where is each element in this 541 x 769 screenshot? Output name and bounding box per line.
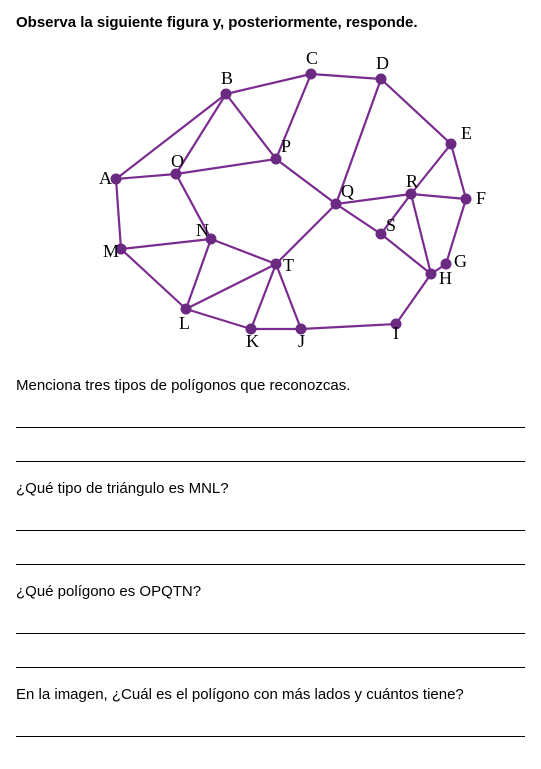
- answer-line: [16, 545, 525, 565]
- node-S: [375, 229, 386, 240]
- node-label-M: M: [103, 241, 119, 261]
- node-label-P: P: [281, 136, 291, 156]
- question-4-text: En la imagen, ¿Cuál es el polígono con m…: [16, 686, 525, 703]
- node-F: [460, 194, 471, 205]
- node-E: [445, 139, 456, 150]
- edge-B-P: [226, 94, 276, 159]
- question-1-block: Menciona tres tipos de polígonos que rec…: [16, 377, 525, 462]
- question-3-text: ¿Qué polígono es OPQTN?: [16, 583, 525, 600]
- node-label-H: H: [439, 268, 452, 288]
- node-label-N: N: [196, 220, 209, 240]
- node-label-E: E: [461, 123, 472, 143]
- node-Q: [330, 199, 341, 210]
- answer-line: [16, 408, 525, 428]
- edge-P-Q: [276, 159, 336, 204]
- node-label-C: C: [306, 48, 318, 68]
- edge-N-T: [211, 239, 276, 264]
- node-label-G: G: [454, 251, 467, 271]
- question-1-text: Menciona tres tipos de polígonos que rec…: [16, 377, 525, 394]
- edge-A-M: [116, 179, 121, 249]
- node-A: [110, 174, 121, 185]
- node-label-Q: Q: [341, 181, 354, 201]
- edge-E-F: [451, 144, 466, 199]
- question-3-block: ¿Qué polígono es OPQTN?: [16, 583, 525, 668]
- node-C: [305, 69, 316, 80]
- node-label-F: F: [476, 188, 486, 208]
- edge-B-C: [226, 74, 311, 94]
- edge-A-O: [116, 174, 176, 179]
- instruction-title: Observa la siguiente figura y, posterior…: [16, 14, 525, 31]
- node-label-D: D: [376, 53, 389, 73]
- edge-M-L: [121, 249, 186, 309]
- node-label-O: O: [171, 151, 184, 171]
- node-label-T: T: [283, 255, 294, 275]
- answer-line: [16, 442, 525, 462]
- answer-line: [16, 614, 525, 634]
- node-label-R: R: [406, 171, 418, 191]
- answer-line: [16, 511, 525, 531]
- question-2-block: ¿Qué tipo de triángulo es MNL?: [16, 480, 525, 565]
- node-label-B: B: [221, 68, 233, 88]
- edge-Q-S: [336, 204, 381, 234]
- node-label-S: S: [386, 215, 396, 235]
- node-label-A: A: [99, 168, 112, 188]
- edge-F-R: [411, 194, 466, 199]
- node-B: [220, 89, 231, 100]
- question-4-block: En la imagen, ¿Cuál es el polígono con m…: [16, 686, 525, 737]
- node-label-J: J: [298, 331, 305, 351]
- edge-O-P: [176, 159, 276, 174]
- edge-M-N: [121, 239, 211, 249]
- node-P: [270, 154, 281, 165]
- node-label-K: K: [246, 331, 259, 351]
- answer-line: [16, 648, 525, 668]
- edge-C-D: [311, 74, 381, 79]
- node-T: [270, 259, 281, 270]
- edge-L-K: [186, 309, 251, 329]
- node-label-I: I: [393, 323, 399, 343]
- node-D: [375, 74, 386, 85]
- edge-I-H: [396, 274, 431, 324]
- edge-J-I: [301, 324, 396, 329]
- node-H: [425, 269, 436, 280]
- question-2-text: ¿Qué tipo de triángulo es MNL?: [16, 480, 525, 497]
- figure-container: A O B C D E F P Q R S N M L T K J I HG: [16, 39, 525, 359]
- answer-line: [16, 717, 525, 737]
- polygon-figure: A O B C D E F P Q R S N M L T K J I HG: [51, 39, 491, 359]
- edge-R-H: [411, 194, 431, 274]
- node-G: [440, 259, 451, 270]
- node-label-L: L: [179, 313, 190, 333]
- edge-D-E: [381, 79, 451, 144]
